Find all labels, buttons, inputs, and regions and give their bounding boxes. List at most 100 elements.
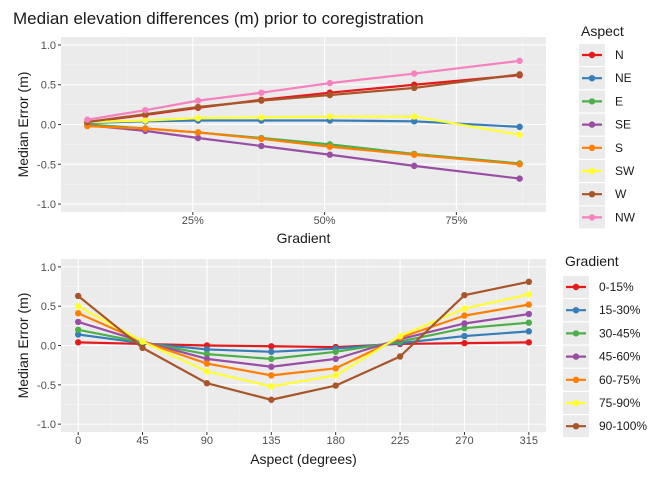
data-point bbox=[516, 161, 523, 168]
legend-key-point bbox=[572, 423, 580, 430]
data-point bbox=[74, 310, 82, 317]
aspect-legend: Aspect N NE E SE S SW W NW bbox=[579, 23, 636, 229]
chart-title: Median elevation differences (m) prior t… bbox=[13, 9, 424, 28]
data-point bbox=[203, 380, 211, 387]
legend-label: 75-90% bbox=[599, 396, 641, 410]
data-point bbox=[258, 97, 265, 104]
data-point bbox=[411, 70, 418, 77]
data-point bbox=[268, 363, 275, 370]
legend-key-point bbox=[588, 214, 596, 221]
aspect-panel: -1.0 -0.5 0.0 0.5 1.0 0 45 90 135 180 225 270 315 Asp… bbox=[15, 259, 546, 467]
data-point bbox=[516, 123, 523, 131]
data-point bbox=[525, 319, 533, 326]
data-point bbox=[268, 348, 275, 355]
y-tick-label: -0.5 bbox=[37, 380, 56, 392]
data-point bbox=[139, 344, 146, 352]
legend-label: E bbox=[615, 94, 623, 108]
data-point bbox=[516, 57, 523, 65]
data-point bbox=[268, 372, 275, 379]
gradient-panel: -1.0 -0.5 0.0 0.5 1.0 25% 50% 75% Gradient Median… bbox=[15, 37, 546, 246]
data-point bbox=[411, 113, 418, 120]
data-point bbox=[203, 350, 211, 358]
data-point bbox=[516, 175, 523, 182]
data-point bbox=[326, 143, 334, 150]
y-tick-label: 0.5 bbox=[41, 80, 56, 92]
x-tick-label: 270 bbox=[455, 435, 473, 447]
data-point bbox=[332, 348, 339, 355]
legend-key-point bbox=[572, 399, 580, 407]
y-tick-label: 1.0 bbox=[41, 262, 56, 274]
data-point bbox=[525, 328, 533, 335]
legend-key-point bbox=[588, 121, 596, 128]
data-point bbox=[74, 326, 82, 333]
data-point bbox=[396, 353, 404, 360]
legend-key-point bbox=[572, 283, 580, 291]
data-point bbox=[326, 91, 334, 99]
data-point bbox=[203, 368, 211, 375]
data-point bbox=[326, 151, 334, 158]
legend-label: 15-30% bbox=[599, 303, 641, 317]
data-point bbox=[332, 382, 339, 389]
legend-label: SW bbox=[615, 164, 635, 178]
data-point bbox=[74, 292, 82, 300]
y-axis-title: Median Error (m) bbox=[15, 293, 31, 399]
legend-title: Gradient bbox=[565, 253, 619, 269]
data-point bbox=[139, 338, 146, 345]
x-tick-label: 0 bbox=[75, 435, 81, 447]
legend-label: 90-100% bbox=[599, 419, 647, 433]
data-point bbox=[516, 131, 523, 139]
data-point bbox=[525, 339, 533, 346]
data-point bbox=[461, 305, 468, 312]
legend-label: 60-75% bbox=[599, 373, 641, 387]
data-point bbox=[326, 113, 334, 120]
data-point bbox=[396, 332, 404, 340]
legend-key-point bbox=[572, 353, 580, 360]
legend-label: 45-60% bbox=[599, 350, 641, 364]
data-point bbox=[74, 302, 82, 310]
series-line bbox=[77, 280, 530, 401]
legend-key-point bbox=[572, 330, 580, 337]
gradient-legend: Gradient 0-15% 15-30% 30-45% 45-60% 60-75% 75-… bbox=[563, 253, 647, 438]
data-point bbox=[194, 97, 202, 104]
data-point bbox=[142, 106, 149, 114]
data-point bbox=[258, 135, 265, 143]
legend-key-point bbox=[588, 51, 596, 59]
legend-label: W bbox=[615, 187, 627, 201]
legend-label: 0-15% bbox=[599, 280, 634, 294]
data-point bbox=[84, 116, 91, 123]
data-point bbox=[326, 79, 334, 87]
data-point bbox=[525, 291, 533, 298]
x-axis-title: Gradient bbox=[277, 230, 331, 246]
data-point bbox=[74, 318, 82, 326]
data-point bbox=[268, 383, 275, 390]
data-point bbox=[332, 355, 339, 363]
legend-label: SE bbox=[615, 118, 631, 132]
data-point bbox=[461, 332, 468, 340]
x-axis-title: Aspect (degrees) bbox=[250, 451, 357, 467]
data-point bbox=[142, 125, 149, 132]
data-point bbox=[461, 312, 468, 319]
data-point bbox=[461, 325, 468, 332]
data-point bbox=[142, 117, 149, 124]
data-point bbox=[516, 71, 523, 78]
y-tick-label: 0.0 bbox=[41, 341, 56, 353]
legend-label: N bbox=[615, 48, 624, 62]
x-tick-label: 50% bbox=[314, 215, 336, 227]
data-point bbox=[203, 346, 211, 353]
y-tick-label: 0.5 bbox=[41, 301, 56, 313]
data-point bbox=[203, 360, 211, 367]
data-point bbox=[258, 89, 265, 96]
y-tick-label: -0.5 bbox=[37, 159, 56, 171]
data-point bbox=[411, 151, 418, 158]
x-tick-label: 315 bbox=[520, 435, 538, 447]
legend-key-point bbox=[588, 167, 596, 175]
legend-key-point bbox=[572, 307, 580, 314]
data-point bbox=[258, 114, 265, 121]
legend-title: Aspect bbox=[581, 23, 624, 39]
y-tick-label: 1.0 bbox=[41, 40, 56, 52]
data-point bbox=[194, 134, 202, 142]
data-point bbox=[258, 142, 265, 150]
data-point bbox=[525, 301, 533, 308]
legend-key-point bbox=[572, 376, 580, 383]
